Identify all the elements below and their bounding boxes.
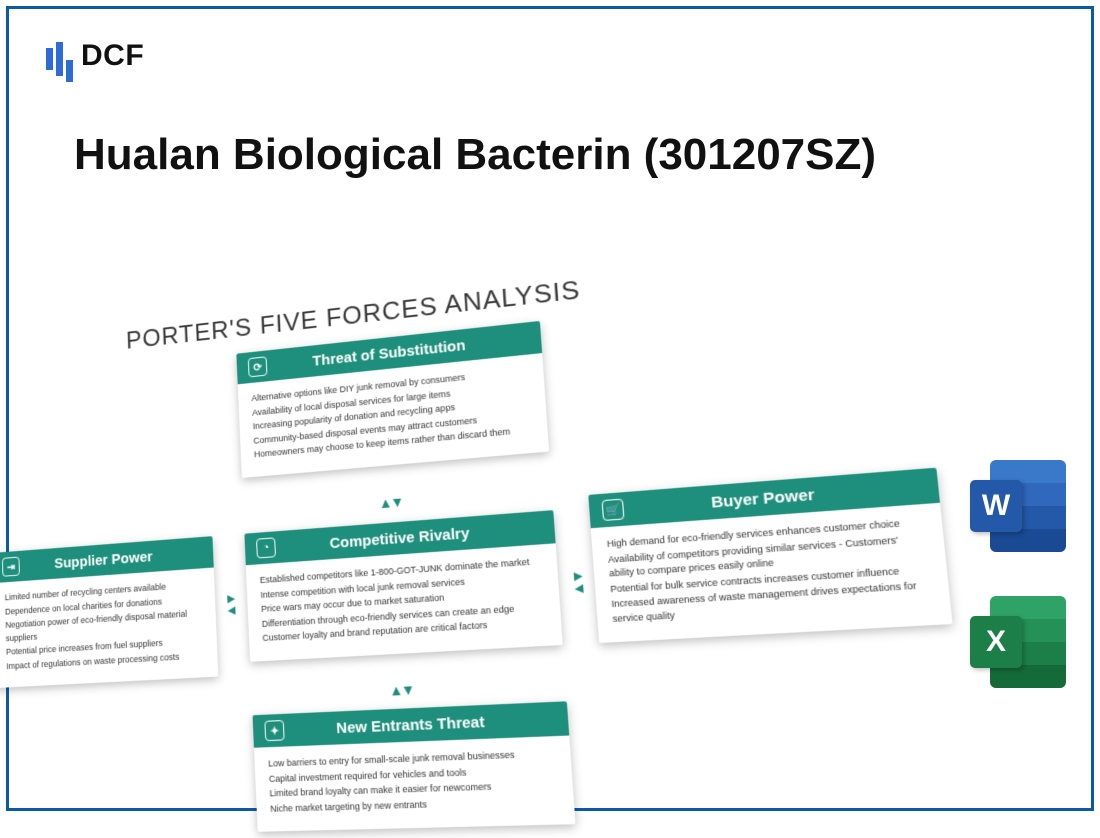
brand-name: DCF [81, 39, 144, 73]
connector-icon: ▲▼ [378, 493, 402, 511]
five-forces-diagram: PORTER'S FIVE FORCES ANALYSIS ⟳ Threat o… [0, 240, 930, 834]
cart-icon: 🛒 [602, 499, 625, 522]
card-buyer: 🛒 Buyer Power High demand for eco-friend… [588, 468, 952, 643]
pie-icon: ◔ [256, 537, 276, 558]
person-icon: ✦ [264, 720, 284, 741]
word-icon: W [970, 460, 1066, 552]
card-substitution: ⟳ Threat of Substitution Alternative opt… [236, 321, 549, 478]
card-body: Established competitors like 1-800-GOT-J… [246, 543, 563, 661]
app-icons: W X [970, 460, 1066, 688]
connector-icon: ▲▼ [389, 681, 414, 699]
brand-bars-icon [46, 36, 73, 76]
card-title: Supplier Power [28, 544, 202, 573]
word-letter: W [970, 480, 1022, 532]
connector-icon: ▲▼ [224, 592, 240, 616]
excel-letter: X [970, 616, 1022, 668]
input-icon: ⇥ [2, 557, 20, 577]
card-title: New Entrants Threat [294, 710, 556, 739]
card-body: High demand for eco-friendly services en… [591, 503, 953, 643]
card-entrants: ✦ New Entrants Threat Low barriers to en… [253, 701, 576, 832]
card-rivalry: ◔ Competitive Rivalry Established compet… [244, 510, 562, 661]
card-body: Low barriers to entry for small-scale ju… [254, 736, 576, 832]
excel-icon: X [970, 596, 1066, 688]
card-supplier: ⇥ Supplier Power Limited number of recyc… [0, 536, 218, 688]
page-title: Hualan Biological Bacterin (301207SZ) [74, 130, 876, 181]
connector-icon: ▲▼ [570, 569, 589, 595]
refresh-icon: ⟳ [248, 356, 268, 377]
card-body: Limited number of recycling centers avai… [0, 568, 218, 689]
brand-logo: DCF [46, 36, 144, 76]
